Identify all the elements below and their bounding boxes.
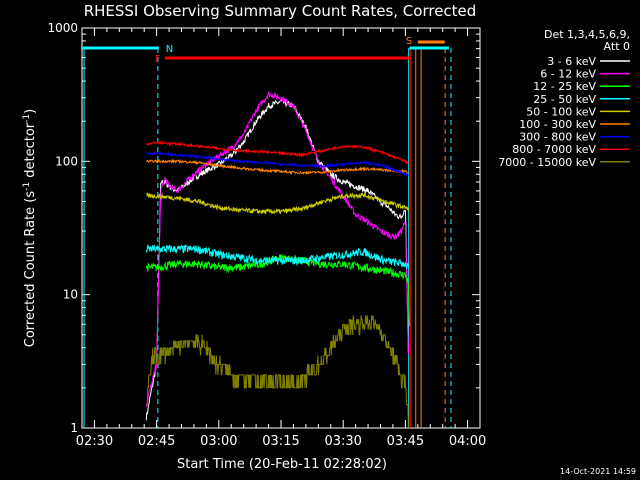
series-line-6 xyxy=(145,158,409,176)
legend-label-3: 12 - 25 keV xyxy=(533,80,596,93)
series-line-3 xyxy=(145,254,410,327)
legend-subtitle: Att 0 xyxy=(604,40,630,53)
flag-label-n: N xyxy=(166,44,173,55)
y-axis-label: Corrected Count Rate (s-1 detector-1) xyxy=(22,109,38,347)
y-tick-label: 1 xyxy=(70,421,78,435)
legend-title: Det 1,3,4,5,6,9, xyxy=(544,28,630,41)
flag-label-f: F xyxy=(155,54,161,65)
legend-label-6: 100 - 300 keV xyxy=(519,118,596,131)
x-tick-label: 03:15 xyxy=(262,434,299,449)
plot-frame xyxy=(81,27,481,429)
legend-label-4: 25 - 50 keV xyxy=(533,93,596,106)
legend-label-9: 7000 - 15000 keV xyxy=(498,156,596,169)
x-axis-label: Start Time (20-Feb-11 02:28:02) xyxy=(177,457,387,472)
y-tick-label: 1000 xyxy=(47,21,78,35)
x-tick-label: 03:30 xyxy=(324,434,361,449)
x-tick-label: 04:00 xyxy=(449,434,486,449)
series-line-9 xyxy=(146,315,409,428)
series-line-2 xyxy=(145,91,409,407)
series-line-7 xyxy=(145,150,409,177)
x-tick-label: 02:30 xyxy=(76,434,113,449)
x-tick-label: 03:00 xyxy=(200,434,237,449)
legend-label-5: 50 - 100 keV xyxy=(526,105,596,118)
plot-area: 1 10 100 1000 02:30 02:45 03:00 03:15 03:30 03:45… xyxy=(47,21,486,449)
legend-label-2: 6 - 12 keV xyxy=(540,68,596,81)
legend-label-1: 3 - 6 keV xyxy=(547,55,596,68)
legend-label-8: 800 - 7000 keV xyxy=(512,143,596,156)
x-tick-label: 02:45 xyxy=(138,434,175,449)
y-tick-label: 10 xyxy=(63,288,78,302)
legend-label-7: 300 - 800 keV xyxy=(519,131,596,144)
y-tick-label: 100 xyxy=(55,154,78,168)
series-line-4 xyxy=(145,243,409,270)
flag-label-s: S xyxy=(406,36,412,47)
chart-title: RHESSI Observing Summary Count Rates, Co… xyxy=(84,2,477,20)
series-line-5 xyxy=(146,191,409,215)
series-line-8 xyxy=(146,140,409,165)
timestamp: 14-Oct-2021 14:59 xyxy=(560,467,636,476)
x-tick-label: 03:45 xyxy=(387,434,424,449)
